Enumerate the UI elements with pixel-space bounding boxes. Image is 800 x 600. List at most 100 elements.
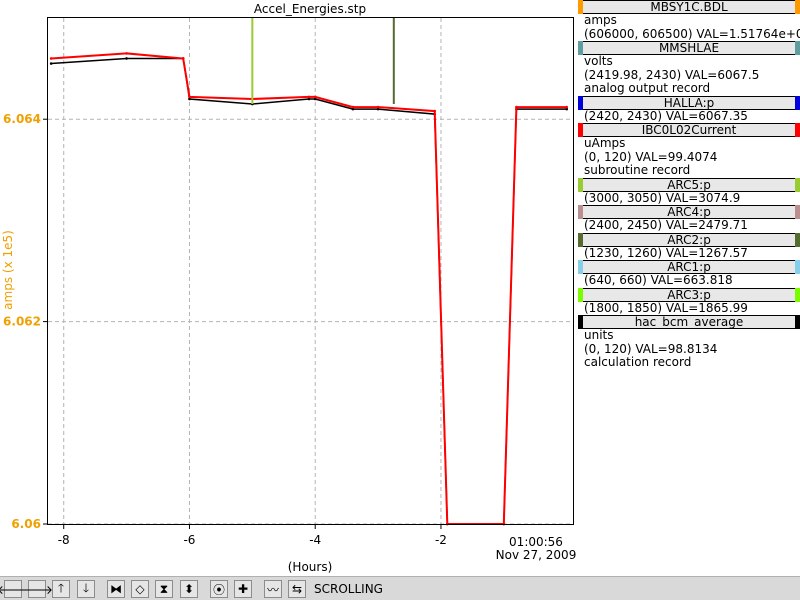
grid-lines xyxy=(48,18,573,525)
x-tick-label: -8 xyxy=(58,533,70,547)
legend-entry-name: ARC2:p xyxy=(667,232,711,247)
legend-entry-name: ARC1:p xyxy=(667,260,711,274)
scroll-down-button[interactable]: 🡓 xyxy=(77,580,95,598)
scroll-toggle-icon: ⇆ xyxy=(291,582,303,596)
legend-entry-name: MMSHLAE xyxy=(658,41,720,55)
series-point xyxy=(49,62,53,65)
legend-entry-detail: units xyxy=(584,328,614,342)
y-tick-label: 6.062 xyxy=(3,315,41,329)
series-point xyxy=(565,107,569,111)
legend-entry[interactable]: ARC3:p (1800, 1850) VAL=1865.99 xyxy=(578,287,800,316)
legend-entry-title[interactable]: ARC5:p xyxy=(578,177,800,192)
legend-entry-detail: calculation record xyxy=(584,355,692,369)
series-point xyxy=(313,95,317,99)
legend-color-swatch xyxy=(795,123,800,137)
series-point xyxy=(125,57,128,60)
legend-entry[interactable]: MBSY1C.BDL amps (606000, 606500) VAL=1.517… xyxy=(578,0,800,41)
legend-entry-detail: analog output record xyxy=(584,81,711,95)
axis-ticks: -8 -6 -4 -2 6.064 6.062 6.06 xyxy=(3,112,447,547)
series-point xyxy=(515,105,518,109)
legend-entry[interactable]: ARC4:p (2400, 2450) VAL=2479.71 xyxy=(578,205,800,233)
legend-entry-title[interactable]: ARC2:p xyxy=(578,232,800,247)
legend-color-swatch xyxy=(795,315,800,329)
legend-entry-name: ARC4:p xyxy=(667,205,711,219)
scroll-up-button[interactable]: 🡑 xyxy=(52,580,70,598)
legend-entry-title[interactable]: ARC4:p xyxy=(578,205,800,219)
x-axis-label: (Hours) xyxy=(288,560,333,574)
series-point xyxy=(181,57,185,60)
legend-entry-title[interactable]: ARC1:p xyxy=(578,260,800,274)
zoom-out-x-button[interactable]: ◇ xyxy=(131,580,149,598)
scroll-left-icon: 🡐 xyxy=(0,582,30,597)
legend-entry-detail: (606000, 606500) VAL=1.51764e+06 xyxy=(584,26,800,41)
series-point xyxy=(125,52,128,55)
y-tick-label: 6.064 xyxy=(3,112,41,126)
legend-entry-title[interactable]: HALLA:p xyxy=(578,95,800,110)
legend-entry[interactable]: ARC1:p (640, 660) VAL=663.818 xyxy=(578,260,800,288)
add-icon: ✚ xyxy=(237,582,249,596)
series-point xyxy=(49,57,53,60)
series-point xyxy=(307,95,311,99)
legend-color-swatch xyxy=(578,123,583,137)
legend-entry-title[interactable]: hac_bcm_average xyxy=(578,315,800,329)
y-axis-label: amps (x 1e5) xyxy=(1,230,15,310)
record-button[interactable]: ⦿ xyxy=(210,580,228,598)
record-icon: ⦿ xyxy=(212,582,225,597)
legend-color-swatch xyxy=(578,41,583,55)
autoscale-button[interactable]: 〰 xyxy=(264,580,282,598)
legend-entry[interactable]: hac_bcm_average units (0, 120) VAL=98.8134… xyxy=(578,315,800,370)
scroll-right-button[interactable]: 🡒 xyxy=(21,580,53,598)
legend-color-swatch xyxy=(578,205,583,219)
legend-entry-detail: (2420, 2430) VAL=6067.35 xyxy=(584,108,748,123)
series-line-0 xyxy=(51,57,567,525)
legend-entry[interactable]: HALLA:p (2420, 2430) VAL=6067.35 xyxy=(578,95,800,124)
legend-entry-detail: amps xyxy=(584,13,617,27)
series-point xyxy=(307,97,311,101)
legend-entry[interactable]: ARC5:p (3000, 3050) VAL=3074.9 xyxy=(578,177,800,206)
legend-entry-name: ARC5:p xyxy=(667,177,711,192)
legend-entry-title[interactable]: MMSHLAE xyxy=(578,41,800,55)
legend-color-swatch xyxy=(578,315,583,329)
legend-color-swatch xyxy=(795,205,800,219)
x-tick-label: -2 xyxy=(435,533,447,547)
time-label: 01:00:56 xyxy=(509,535,563,549)
add-button[interactable]: ✚ xyxy=(234,580,252,598)
series-point xyxy=(188,97,191,101)
zoom-in-y-button[interactable]: ⧗ xyxy=(155,580,173,598)
legend-color-swatch xyxy=(795,232,800,247)
zoom-out-y-button[interactable]: ⬍ xyxy=(180,580,198,598)
legend-entry-title[interactable]: ARC3:p xyxy=(578,287,800,302)
series-layer xyxy=(49,18,569,526)
x-tick-label: -4 xyxy=(309,533,321,547)
scroll-toggle-button[interactable]: ⇆ xyxy=(288,580,306,598)
legend-entry[interactable]: IBC0L02Current uAmps (0, 120) VAL=99.4074 s… xyxy=(578,123,800,178)
autoscale-icon: 〰 xyxy=(266,582,279,597)
legend-entry-title[interactable]: MBSY1C.BDL xyxy=(578,0,800,14)
legend-entry-name: MBSY1C.BDL xyxy=(650,0,728,14)
legend-entry-name: HALLA:p xyxy=(663,95,715,110)
series-point xyxy=(565,105,569,109)
legend-entry[interactable]: ARC2:p (1230, 1260) VAL=1267.57 xyxy=(578,232,800,261)
legend-color-swatch xyxy=(578,95,583,110)
plot-frame xyxy=(47,17,574,525)
legend-entry-detail: subroutine record xyxy=(584,163,691,177)
strip-chart[interactable]: Accel_Energies.stp -8 -6 -4 -2 6.064 6.062 6.0… xyxy=(0,0,578,576)
series-point xyxy=(376,105,380,109)
scroll-down-icon: 🡓 xyxy=(82,580,90,595)
legend-entry-name: ARC3:p xyxy=(667,287,711,302)
legend-color-swatch xyxy=(795,177,800,192)
scroll-left-button[interactable]: 🡐 xyxy=(0,580,29,598)
legend-color-swatch xyxy=(578,287,583,302)
series-point xyxy=(433,109,436,113)
series-point xyxy=(376,107,380,111)
legend-entry[interactable]: MMSHLAE volts (2419.98, 2430) VAL=6067.5 an… xyxy=(578,41,800,96)
legend-entry-title[interactable]: IBC0L02Current xyxy=(578,123,800,137)
scroll-right-icon: 🡒 xyxy=(20,582,54,597)
legend-color-swatch xyxy=(578,0,583,14)
legend-color-swatch xyxy=(795,41,800,55)
legend-entry-detail: (2400, 2450) VAL=2479.71 xyxy=(584,218,748,232)
zoom-in-x-button[interactable]: ⧓ xyxy=(107,580,125,598)
legend-color-swatch xyxy=(578,260,583,274)
legend-color-swatch xyxy=(795,0,800,14)
legend-entry-detail: uAmps xyxy=(584,136,626,150)
